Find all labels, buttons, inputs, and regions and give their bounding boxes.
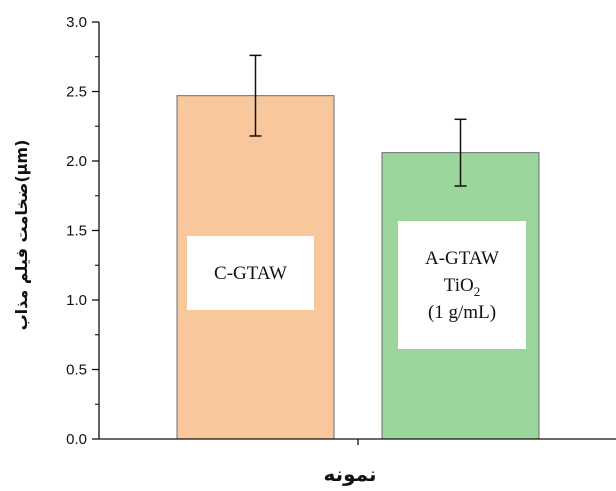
y-ticks-layer: 0.0 0.5 1.0 1.5 2.0 2.5 3.0 bbox=[66, 14, 359, 448]
y-axis-title: ضخامت فیلم مذاب(μm) bbox=[12, 140, 31, 331]
x-axis-title: نمونه bbox=[323, 462, 376, 486]
y-tick-label: 1.0 bbox=[66, 292, 87, 309]
y-tick-label: 0.0 bbox=[66, 431, 87, 448]
y-tick-label: 2.0 bbox=[66, 153, 87, 170]
bar-label-line: (1 g/mL) bbox=[428, 302, 496, 323]
y-tick-label: 0.5 bbox=[66, 362, 87, 379]
y-tick-label: 3.0 bbox=[66, 14, 87, 31]
bar-label-line: A-GTAW bbox=[425, 248, 499, 269]
bar-label-box-2 bbox=[398, 221, 526, 349]
error-bars-layer bbox=[249, 54, 467, 187]
subscript: 2 bbox=[474, 284, 481, 299]
y-tick-label: 1.5 bbox=[66, 223, 87, 240]
y-tick-label: 2.5 bbox=[66, 84, 87, 101]
bar-label-line: C-GTAW bbox=[214, 263, 287, 284]
bar-label-box-1 bbox=[187, 236, 314, 310]
